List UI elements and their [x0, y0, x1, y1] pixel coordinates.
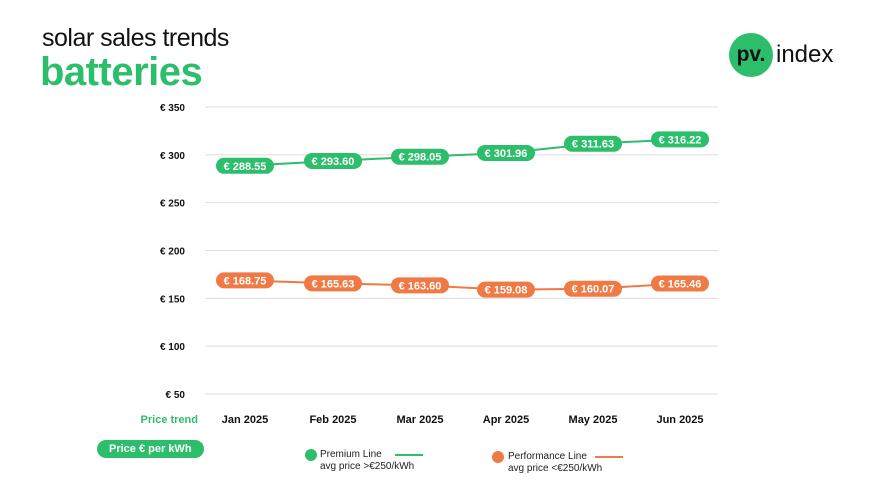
x-tick-label: Jun 2025 [656, 414, 703, 426]
legend-premium-desc: avg price >€250/kWh [320, 461, 415, 472]
legend-premium-name: Premium Line [320, 449, 382, 460]
title: solar sales trends [42, 24, 229, 52]
data-label: € 163.60 [399, 280, 442, 292]
data-point [304, 152, 362, 169]
y-tick-label: € 350 [160, 103, 185, 114]
y-tick-label: € 150 [160, 294, 185, 305]
pv-index-logo: pv. index [729, 33, 833, 77]
data-label: € 159.08 [485, 285, 528, 297]
x-tick-label: Mar 2025 [396, 414, 443, 426]
legend-premium-dot [305, 449, 317, 461]
x-tick-label: Jan 2025 [222, 414, 268, 426]
legend-performance: Performance Line avg price <€250/kWh [508, 451, 602, 475]
data-label: € 293.60 [312, 156, 355, 168]
y-axis-title: Price € per kWh [97, 440, 204, 458]
legend-performance-dot [492, 451, 504, 463]
data-label: € 160.07 [572, 284, 615, 296]
y-tick-label: € 200 [160, 247, 185, 258]
data-point [564, 280, 622, 297]
legend-performance-name: Performance Line [508, 451, 587, 462]
data-point [216, 157, 274, 174]
legend-premium: Premium Line avg price >€250/kWh [320, 449, 414, 473]
data-label: € 165.63 [312, 278, 355, 290]
x-tick-label: May 2025 [569, 414, 618, 426]
y-tick-label: € 50 [166, 390, 186, 401]
y-tick-label: € 300 [160, 151, 185, 162]
data-label: € 288.55 [224, 161, 267, 173]
data-label: € 168.75 [224, 275, 267, 287]
x-tick-label: Feb 2025 [309, 414, 356, 426]
data-point [391, 148, 449, 165]
legend-performance-desc: avg price <€250/kWh [508, 463, 603, 474]
data-label: € 165.46 [659, 279, 702, 291]
x-axis-title: Price trend [141, 414, 198, 426]
data-label: € 316.22 [659, 134, 702, 146]
subtitle: batteries [40, 50, 203, 94]
data-point [477, 144, 535, 161]
data-point [651, 275, 709, 292]
legend-premium-line [395, 454, 423, 456]
y-tick-label: € 100 [160, 342, 185, 353]
data-point [304, 275, 362, 292]
data-point [216, 272, 274, 289]
data-point [564, 135, 622, 152]
data-point [651, 131, 709, 148]
x-tick-label: Apr 2025 [483, 414, 529, 426]
y-tick-label: € 250 [160, 199, 185, 210]
data-point [391, 277, 449, 294]
data-label: € 298.05 [399, 152, 442, 164]
logo-text: index [776, 41, 834, 68]
data-label: € 311.63 [572, 139, 614, 151]
data-label: € 301.96 [485, 148, 528, 160]
logo-mark: pv. [729, 33, 773, 77]
legend-performance-line [595, 456, 623, 458]
data-point [477, 281, 535, 298]
